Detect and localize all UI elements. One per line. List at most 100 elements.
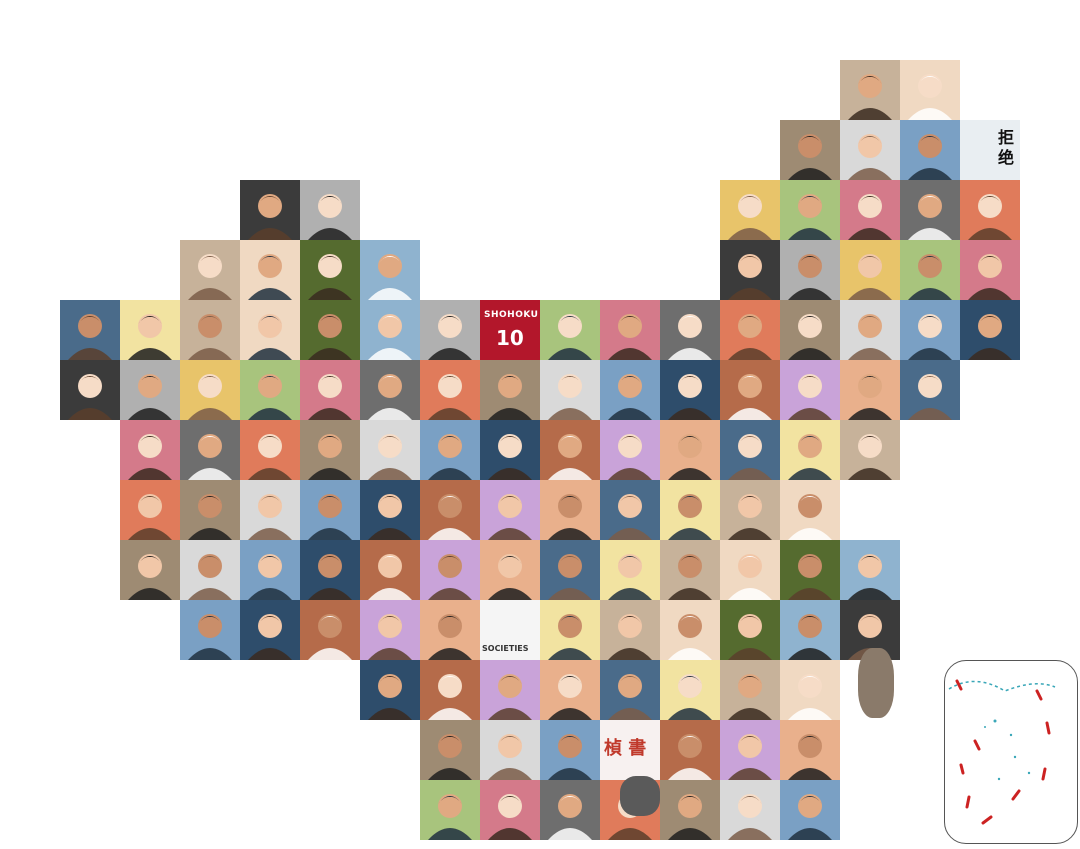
avatar-tile	[660, 420, 720, 480]
south-china-sea-inset-box	[944, 660, 1078, 844]
nine-dash-line-inset	[948, 679, 1056, 825]
avatar-tile	[900, 300, 960, 360]
avatar-tile	[600, 540, 660, 600]
avatar-tile	[480, 480, 540, 540]
hainan-island-tile	[620, 776, 660, 816]
avatar-tile	[300, 240, 360, 300]
avatar-tile	[240, 240, 300, 300]
avatar-tile	[780, 540, 840, 600]
avatar-tile	[540, 540, 600, 600]
avatar-tile	[720, 660, 780, 720]
avatar-tile	[300, 540, 360, 600]
avatar-tile	[720, 420, 780, 480]
taiwan-island-tile	[858, 648, 894, 718]
avatar-tile	[360, 660, 420, 720]
avatar-tile	[420, 780, 480, 840]
avatar-tile	[180, 300, 240, 360]
avatar-tile	[900, 360, 960, 420]
avatar-tile	[780, 180, 840, 240]
avatar-tile	[420, 660, 480, 720]
avatar-tile	[120, 420, 180, 480]
avatar-tile	[360, 480, 420, 540]
avatar-tile	[240, 360, 300, 420]
refuse-char-2: 绝	[998, 148, 1015, 167]
avatar-tile	[780, 360, 840, 420]
avatar-tile	[120, 540, 180, 600]
avatar-tile	[660, 480, 720, 540]
avatar-tile	[540, 360, 600, 420]
avatar-tile	[660, 780, 720, 840]
avatar-tile	[540, 300, 600, 360]
avatar-tile	[120, 300, 180, 360]
avatar-tile	[720, 300, 780, 360]
avatar-tile	[180, 240, 240, 300]
avatar-tile	[300, 600, 360, 660]
avatar-tile	[240, 480, 300, 540]
avatar-tile	[600, 600, 660, 660]
avatar-tile	[840, 60, 900, 120]
avatar-tile	[720, 540, 780, 600]
calligraphy-text: 楨 書	[604, 738, 647, 759]
avatar-tile	[420, 600, 480, 660]
avatar-tile	[600, 420, 660, 480]
avatar-tile	[420, 300, 480, 360]
avatar-tile	[540, 720, 600, 780]
avatar-tile	[540, 600, 600, 660]
avatar-tile	[600, 480, 660, 540]
avatar-tile	[240, 600, 300, 660]
avatar-tile	[840, 360, 900, 420]
avatar-tile	[720, 600, 780, 660]
avatar-tile	[600, 300, 660, 360]
jersey-number-text: 10	[496, 326, 524, 350]
avatar-tile	[540, 660, 600, 720]
avatar-tile	[360, 360, 420, 420]
avatar-tile	[720, 780, 780, 840]
avatar-tile	[720, 180, 780, 240]
avatar-tile	[660, 540, 720, 600]
avatar-tile	[600, 660, 660, 720]
avatar-tile	[420, 720, 480, 780]
avatar-tile	[960, 180, 1020, 240]
avatar-tile	[480, 780, 540, 840]
avatar-tile	[360, 420, 420, 480]
avatar-tile	[300, 180, 360, 240]
avatar-tile	[300, 360, 360, 420]
avatar-tile	[660, 300, 720, 360]
avatar-tile	[840, 120, 900, 180]
avatar-tile	[480, 540, 540, 600]
avatar-tile	[780, 480, 840, 540]
avatar-tile	[420, 540, 480, 600]
avatar-tile	[60, 360, 120, 420]
avatar-tile	[660, 600, 720, 660]
avatar-tile	[420, 420, 480, 480]
avatar-tile	[360, 600, 420, 660]
avatar-tile	[180, 420, 240, 480]
avatar-tile	[300, 300, 360, 360]
avatar-tile	[960, 240, 1020, 300]
refuse-sticker-tile: 拒绝	[960, 120, 1020, 180]
cartoon-caption-text: SOCIETIES	[482, 644, 529, 653]
avatar-tile	[240, 300, 300, 360]
avatar-tile	[900, 120, 960, 180]
avatar-tile	[840, 300, 900, 360]
avatar-tile	[840, 180, 900, 240]
avatar-tile	[120, 360, 180, 420]
avatar-tile	[420, 480, 480, 540]
avatar-tile	[840, 540, 900, 600]
avatar-tile	[660, 720, 720, 780]
avatar-tile	[480, 720, 540, 780]
avatar-tile	[660, 360, 720, 420]
avatar-tile	[180, 600, 240, 660]
avatar-tile	[480, 420, 540, 480]
avatar-tile	[780, 240, 840, 300]
avatar-tile	[900, 180, 960, 240]
avatar-tile	[840, 240, 900, 300]
avatar-tile	[180, 480, 240, 540]
avatar-tile	[780, 120, 840, 180]
avatar-tile	[780, 780, 840, 840]
avatar-tile	[720, 720, 780, 780]
avatar-tile	[300, 480, 360, 540]
avatar-tile	[60, 300, 120, 360]
avatar-tile	[720, 480, 780, 540]
